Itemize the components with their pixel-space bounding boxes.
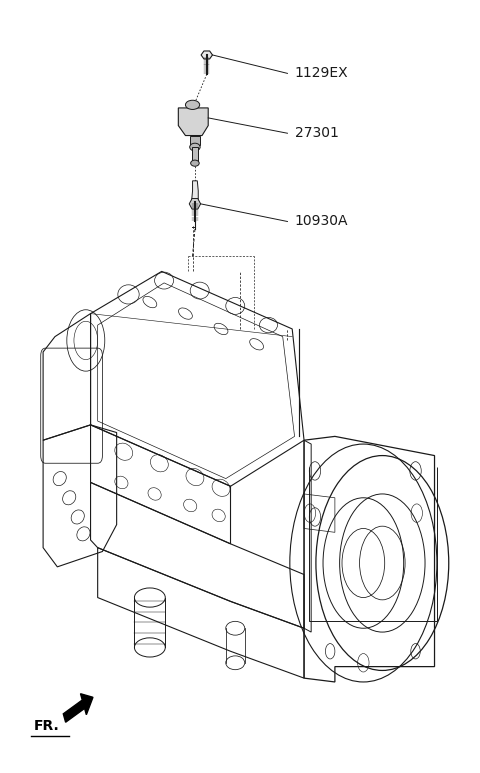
Ellipse shape [185, 100, 200, 110]
Polygon shape [201, 51, 213, 59]
FancyArrow shape [63, 693, 93, 722]
Text: 1129EX: 1129EX [295, 66, 348, 80]
Polygon shape [179, 108, 208, 135]
Text: 27301: 27301 [295, 126, 338, 140]
Polygon shape [189, 199, 201, 209]
Ellipse shape [190, 143, 200, 151]
Text: FR.: FR. [34, 720, 60, 734]
Ellipse shape [191, 160, 199, 166]
Polygon shape [190, 135, 200, 145]
Polygon shape [192, 181, 198, 201]
Text: 10930A: 10930A [295, 214, 348, 229]
Polygon shape [192, 147, 198, 162]
